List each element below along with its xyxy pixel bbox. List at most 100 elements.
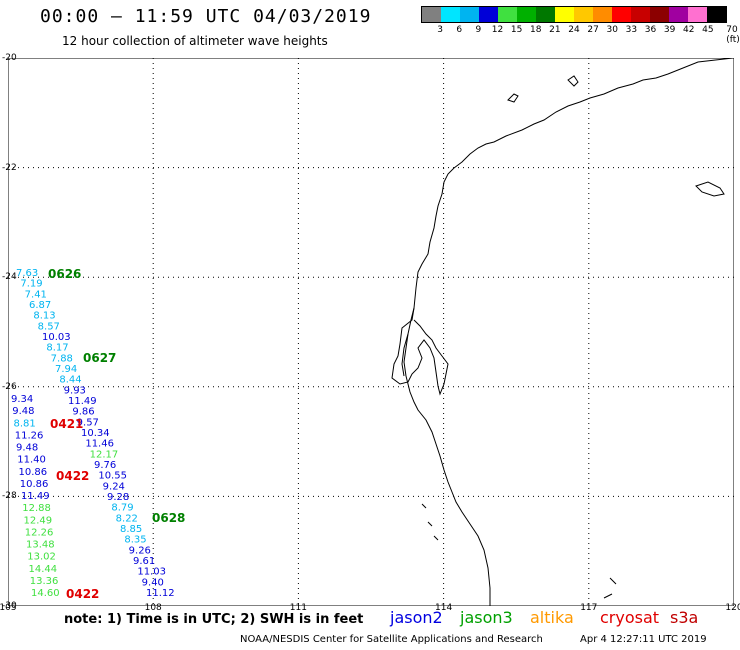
latitude-tick-label: -26 bbox=[2, 381, 17, 392]
color-scale-label: 39 bbox=[663, 25, 676, 35]
color-scale-label: 3 bbox=[437, 25, 443, 35]
wave-height-label: 14.44 bbox=[29, 564, 58, 575]
page-subtitle: 12 hour collection of altimeter wave hei… bbox=[62, 34, 328, 48]
wave-height-label: 8.22 bbox=[116, 513, 138, 524]
wave-height-label: 7.19 bbox=[20, 279, 42, 290]
longitude-tick-label: 108 bbox=[144, 603, 162, 613]
longitude-tick-label: 120 bbox=[725, 603, 740, 613]
longitude-tick-label: 117 bbox=[580, 603, 598, 613]
wave-height-label: 8.35 bbox=[124, 535, 146, 546]
wave-height-label: 7.63 bbox=[16, 268, 38, 279]
wave-height-label: 10.34 bbox=[81, 428, 110, 439]
color-scale-bar bbox=[421, 6, 727, 23]
wave-height-label: 11.46 bbox=[85, 439, 114, 450]
color-scale-swatch bbox=[612, 7, 631, 22]
color-scale-swatch bbox=[688, 7, 707, 22]
wave-height-label: 14.60 bbox=[31, 588, 60, 599]
montebello-islands-path bbox=[567, 75, 579, 87]
color-scale-label: 33 bbox=[625, 25, 638, 35]
generated-timestamp: Apr 4 12:27:11 UTC 2019 bbox=[580, 634, 707, 645]
wave-height-label: 8.85 bbox=[120, 524, 142, 535]
color-scale-label: 6 bbox=[456, 25, 463, 35]
wave-height-label: 11.40 bbox=[17, 455, 46, 466]
color-scale-swatch bbox=[422, 7, 441, 22]
pass-time-tag: 0626 bbox=[48, 267, 81, 281]
wave-height-label: 7.94 bbox=[55, 364, 77, 375]
color-scale-swatch bbox=[669, 7, 688, 22]
mission-legend-s3a: s3a bbox=[670, 608, 699, 627]
latitude-tick-label: -28 bbox=[2, 491, 17, 502]
latitude-tick-label: -20 bbox=[2, 53, 17, 63]
barrow-island-path bbox=[507, 93, 519, 103]
wave-height-label: 8.79 bbox=[111, 503, 133, 514]
shark-bay-path bbox=[391, 307, 449, 396]
wave-height-label: 12.26 bbox=[25, 527, 54, 538]
wave-height-label: 11.12 bbox=[146, 588, 175, 599]
color-scale-label: 36 bbox=[644, 25, 657, 35]
wave-height-label: 9.24 bbox=[103, 481, 125, 492]
wave-height-label: 9.76 bbox=[94, 460, 116, 471]
latitude-tick-label: -30 bbox=[2, 601, 17, 611]
color-scale-label: 9 bbox=[475, 25, 482, 35]
pass-time-tag: 0628 bbox=[152, 511, 185, 525]
color-scale-label: 18 bbox=[530, 25, 542, 35]
color-scale-label: 12 bbox=[491, 25, 504, 35]
wave-height-label: 11.49 bbox=[21, 491, 50, 502]
page-title: 00:00 – 11:59 UTC 04/03/2019 bbox=[40, 6, 372, 27]
wave-height-label: 11.03 bbox=[137, 567, 166, 578]
wave-height-label: 9.48 bbox=[16, 443, 38, 454]
color-scale-labels: 3 6 9 12 15 18 21 24 27 30 33 36 39 42 45 70 (ft) bbox=[421, 23, 740, 45]
wave-height-label: 12.88 bbox=[22, 503, 51, 514]
pass-time-tag: 0627 bbox=[83, 351, 116, 365]
pass-time-tag: 0422 bbox=[56, 469, 89, 483]
mission-legend-altika: altika bbox=[530, 608, 574, 627]
wave-height-label: 7.41 bbox=[25, 289, 47, 300]
color-scale-swatch bbox=[593, 7, 612, 22]
wave-height-label: 12.49 bbox=[24, 515, 53, 526]
color-scale-label: 42 bbox=[683, 25, 695, 35]
pass-time-tag: 0421 bbox=[50, 417, 83, 431]
color-scale-swatch bbox=[441, 7, 460, 22]
wave-height-label: 8.44 bbox=[59, 375, 81, 386]
color-scale-swatch bbox=[498, 7, 517, 22]
color-scale-swatch bbox=[650, 7, 669, 22]
mission-legend-cryosat: cryosat bbox=[600, 608, 660, 627]
color-scale-label: 24 bbox=[568, 25, 580, 35]
color-scale-swatch bbox=[707, 7, 726, 22]
wave-height-label: 12.17 bbox=[90, 449, 119, 460]
pass-time-tag: 0422 bbox=[66, 587, 99, 601]
wave-height-label: 9.93 bbox=[64, 385, 86, 396]
coastal-islets-path bbox=[695, 181, 725, 197]
wave-height-label: 8.17 bbox=[46, 343, 68, 354]
color-scale-label: 27 bbox=[587, 25, 599, 35]
wave-height-label: 11.26 bbox=[15, 430, 44, 441]
color-scale-label: 30 bbox=[606, 25, 618, 35]
wave-height-label: 11.49 bbox=[68, 396, 97, 407]
color-scale-swatch bbox=[479, 7, 498, 22]
rottnest-area-path bbox=[603, 577, 617, 599]
wave-height-label: 9.61 bbox=[133, 556, 155, 567]
color-scale-label: 21 bbox=[549, 25, 561, 35]
wave-height-label: 9.48 bbox=[12, 406, 34, 417]
houtman-abrolhos-path bbox=[421, 503, 439, 541]
mission-legend-jason3: jason3 bbox=[460, 608, 513, 627]
wave-height-label: 13.36 bbox=[30, 576, 59, 587]
color-scale-swatch bbox=[460, 7, 479, 22]
wave-height-label: 8.81 bbox=[14, 418, 36, 429]
color-scale-label: 70 (ft) bbox=[726, 25, 740, 45]
color-scale-swatch bbox=[555, 7, 574, 22]
latitude-tick-label: -22 bbox=[2, 162, 17, 173]
longitude-tick-label: 105 bbox=[0, 603, 17, 613]
credit-text: NOAA/NESDIS Center for Satellite Applica… bbox=[240, 634, 543, 645]
color-scale-swatch bbox=[517, 7, 536, 22]
color-scale-label: 45 bbox=[702, 25, 714, 35]
coastline-path bbox=[403, 58, 734, 606]
footer-note: note: 1) Time is in UTC; 2) SWH is in fe… bbox=[64, 612, 364, 627]
wave-height-label: 9.34 bbox=[11, 394, 33, 405]
wave-height-label: 7.88 bbox=[51, 353, 73, 364]
wave-height-map: 7.63 7.19 7.41 6.87 8.13 8.57 10.03 8.17 7.88 7.9… bbox=[8, 58, 734, 606]
color-scale-legend: 3 6 9 12 15 18 21 24 27 30 33 36 39 42 45 70 (ft) bbox=[421, 6, 740, 45]
dirk-hartog-island-path bbox=[401, 333, 409, 377]
wave-height-label: 9.86 bbox=[72, 407, 94, 418]
latitude-tick-label: -24 bbox=[2, 272, 17, 283]
